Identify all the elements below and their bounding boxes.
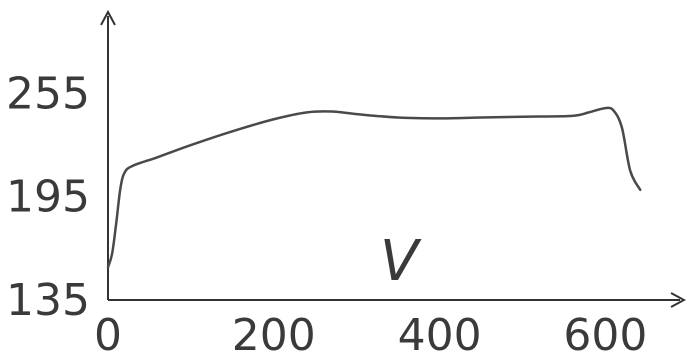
y-tick-label: 255: [6, 68, 90, 119]
y-tick-label: 135: [6, 275, 90, 326]
axis-annotation: V: [380, 229, 422, 294]
y-axis-arrow: [100, 9, 116, 26]
y-tick-labels: 135 195 255: [6, 68, 90, 326]
chart-axes: [100, 9, 686, 308]
x-tick-labels: 0 200 400 600: [94, 310, 647, 357]
y-tick-label: 195: [6, 172, 90, 223]
x-axis-arrow: [670, 292, 686, 308]
x-tick-label: 200: [232, 310, 316, 357]
series-line: [106, 106, 642, 269]
x-tick-label: 0: [94, 310, 122, 357]
x-tick-label: 600: [563, 310, 647, 357]
x-tick-label: 400: [398, 310, 482, 357]
